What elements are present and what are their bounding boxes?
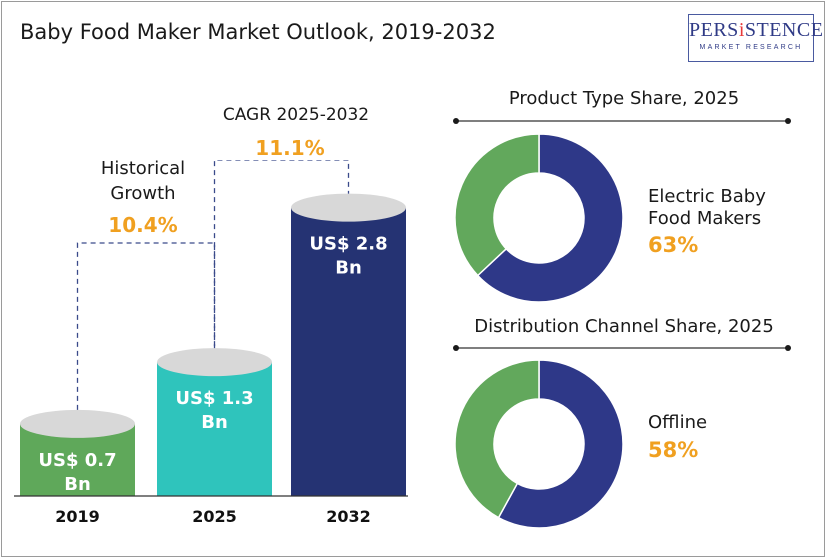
historical-growth-connector (76, 242, 216, 410)
product-type-title: Product Type Share, 2025 (508, 88, 740, 109)
distribution-channel-pct: 58% (648, 438, 699, 462)
bar-value-label: Bn (201, 412, 228, 433)
bar-cap (291, 193, 406, 222)
product-type-donut (454, 133, 624, 303)
bar-value-label: Bn (64, 474, 91, 495)
bar-body (157, 362, 272, 496)
distribution-channel-label: Offline (648, 412, 708, 433)
distribution-channel-title: Distribution Channel Share, 2025 (474, 316, 774, 337)
bar-2019: US$ 0.7 Bn (20, 409, 135, 496)
cagr-backdrop (206, 100, 384, 160)
cagr-label: CAGR 2025-2032 (223, 105, 369, 125)
bar-value-label: US$ 1.3 (175, 388, 253, 409)
bar-body (291, 207, 406, 496)
historical-growth-backdrop (88, 150, 200, 242)
logo-subtitle: MARKET RESEARCH (699, 44, 803, 51)
bar-value-label: US$ 0.7 (38, 450, 116, 471)
bar-value-label: Bn (335, 258, 362, 279)
x-tick-label: 2025 (192, 507, 237, 526)
persistence-logo: PERSiSTENCE MARKET RESEARCH (688, 14, 824, 62)
product-type-slice-0 (476, 133, 624, 303)
historical-growth-label: Growth (110, 183, 175, 204)
historical-growth-value: 10.4% (108, 213, 177, 237)
historical-growth-label: Historical (101, 158, 185, 179)
bar-cap (20, 409, 135, 438)
bar-cap (157, 348, 272, 377)
cagr-value: 11.1% (255, 136, 324, 160)
x-tick-label: 2019 (55, 507, 100, 526)
product-type-pct: 63% (648, 233, 699, 257)
product-type-label-line2: Food Makers (648, 208, 762, 229)
distribution-channel-slice-0 (497, 359, 624, 529)
product-type-divider (453, 118, 791, 124)
distribution-channel-divider (453, 345, 791, 351)
distribution-channel-slice-1 (454, 359, 540, 519)
x-tick-label: 2032 (326, 507, 371, 526)
bar-value-label: US$ 2.8 (309, 234, 387, 255)
product-type-label-line1: Electric Baby (648, 186, 766, 207)
bar-2025: US$ 1.3 Bn (157, 348, 272, 496)
logo-wordmark: PERSiSTENCE (689, 19, 824, 41)
bar-2032: US$ 2.8 Bn (291, 193, 406, 496)
page-title: Baby Food Maker Market Outlook, 2019-203… (20, 20, 496, 44)
product-type-label: Electric Baby Food Makers (648, 186, 766, 230)
distribution-channel-donut (454, 359, 624, 529)
product-type-slice-1 (454, 133, 540, 277)
